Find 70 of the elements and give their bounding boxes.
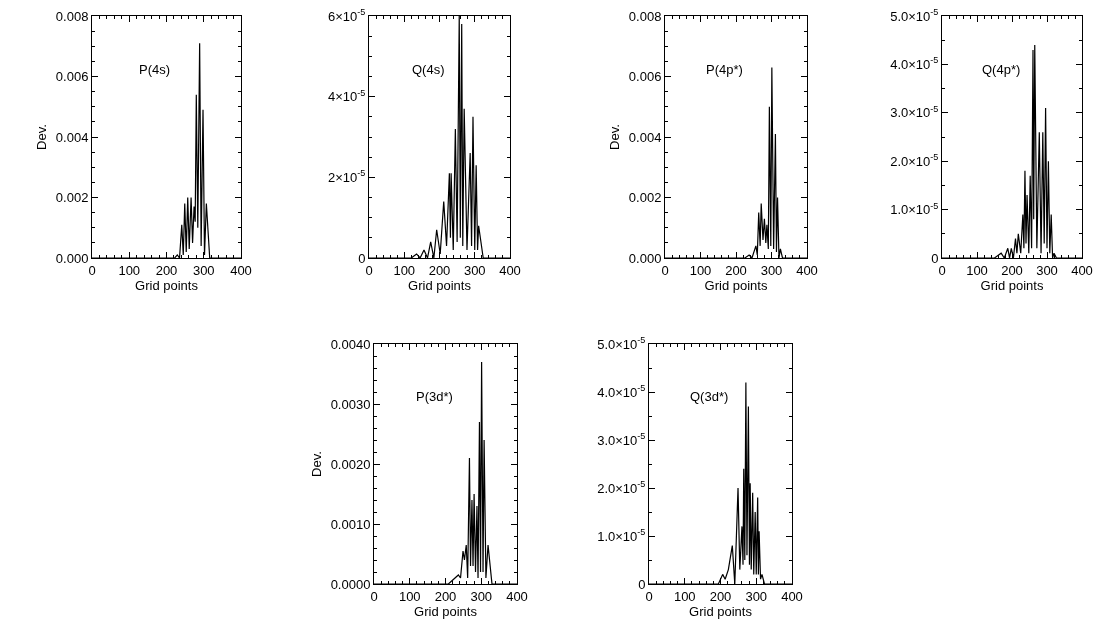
y-axis-title: Dev. (33, 124, 49, 150)
x-axis-title: Grid points (980, 278, 1044, 294)
x-axis-title: Grid points (414, 604, 478, 620)
y-tick-label: 5.0×10$^{-5}$ (597, 335, 646, 352)
x-tick-label: 300 (192, 262, 215, 278)
x-tick-label: 200 (434, 588, 457, 604)
x-tick-label: 100 (673, 588, 696, 604)
y-axis-title: Dev. (308, 451, 324, 477)
y-tick-label: 1.0×10$^{-5}$ (890, 200, 939, 218)
y-tick-label: 0 (638, 576, 646, 592)
x-tick-label: 200 (428, 262, 451, 278)
x-tick-label: 300 (470, 588, 493, 604)
x-tick-label: 400 (1071, 262, 1093, 278)
series-label: Q(3d*) (690, 389, 729, 404)
x-axis-title: Grid points (135, 278, 199, 294)
y-tick-label: 0.0010 (330, 516, 371, 532)
y-tick-label: 0 (931, 250, 939, 266)
x-tick-label: 100 (398, 588, 421, 604)
x-tick-label: 200 (1001, 262, 1023, 278)
x-tick-label: 200 (725, 262, 747, 278)
x-tick-label: 100 (966, 262, 988, 278)
y-tick-label: 0.000 (55, 250, 89, 266)
y-tick-label: 4.0×10$^{-5}$ (597, 383, 646, 400)
x-tick-label: 400 (506, 588, 528, 604)
y-tick-label: 0.000 (628, 250, 662, 266)
text: P(4p*) (706, 62, 743, 77)
y-tick-label: 0.008 (628, 8, 662, 24)
y-tick-label: 3.0×10$^{-5}$ (597, 431, 646, 448)
y-tick-label: 2.0×10$^{-5}$ (597, 479, 646, 496)
x-tick-label: 300 (745, 588, 768, 604)
x-tick-label: 300 (463, 262, 486, 278)
y-tick-label: 0.004 (628, 129, 662, 145)
y-tick-label: 0.0030 (330, 396, 371, 412)
y-tick-label: 0.0000 (330, 576, 371, 592)
x-tick-label: 400 (781, 588, 803, 604)
x-tick-label: 300 (1036, 262, 1058, 278)
series-label: Q(4p*) (982, 62, 1021, 77)
x-tick-label: 200 (155, 262, 178, 278)
y-tick-label: 6×10$^{-5}$ (328, 7, 366, 24)
x-tick-label: 400 (499, 262, 521, 278)
x-axis-title: Grid points (704, 278, 768, 294)
text: P(4s) (139, 62, 171, 77)
y-tick-label: 0.0020 (330, 456, 371, 472)
series-label: Q(4s) (412, 62, 445, 77)
x-axis-title: Grid points (408, 278, 472, 294)
y-tick-label: 0 (358, 250, 366, 266)
x-tick-label: 400 (230, 262, 252, 278)
y-tick-label: 3.0×10$^{-5}$ (890, 103, 939, 121)
y-tick-label: 0.0040 (330, 336, 371, 352)
y-tick-label: 0.006 (628, 69, 662, 85)
x-tick-label: 200 (709, 588, 732, 604)
y-tick-label: 0.002 (55, 190, 89, 206)
x-tick-label: 100 (393, 262, 416, 278)
y-axis-title: Dev. (606, 124, 622, 150)
y-tick-label: 2.0×10$^{-5}$ (890, 152, 939, 169)
x-tick-label: 100 (689, 262, 712, 278)
x-tick-label: 300 (760, 262, 783, 278)
y-tick-label: 0.008 (55, 8, 89, 24)
y-tick-label: 4.0×10$^{-5}$ (890, 55, 939, 72)
x-axis-title: Grid points (689, 604, 753, 620)
y-tick-label: 4×10$^{-5}$ (328, 87, 366, 105)
x-tick-label: 400 (796, 262, 818, 278)
y-tick-label: 0.002 (628, 190, 662, 206)
y-tick-label: 2×10$^{-5}$ (328, 168, 366, 185)
y-tick-label: 1.0×10$^{-5}$ (597, 527, 646, 544)
text: P(3d*) (416, 389, 453, 404)
x-tick-label: 100 (118, 262, 141, 278)
y-tick-label: 5.0×10$^{-5}$ (890, 7, 939, 24)
y-tick-label: 0.004 (55, 129, 89, 145)
y-tick-label: 0.006 (55, 69, 89, 85)
